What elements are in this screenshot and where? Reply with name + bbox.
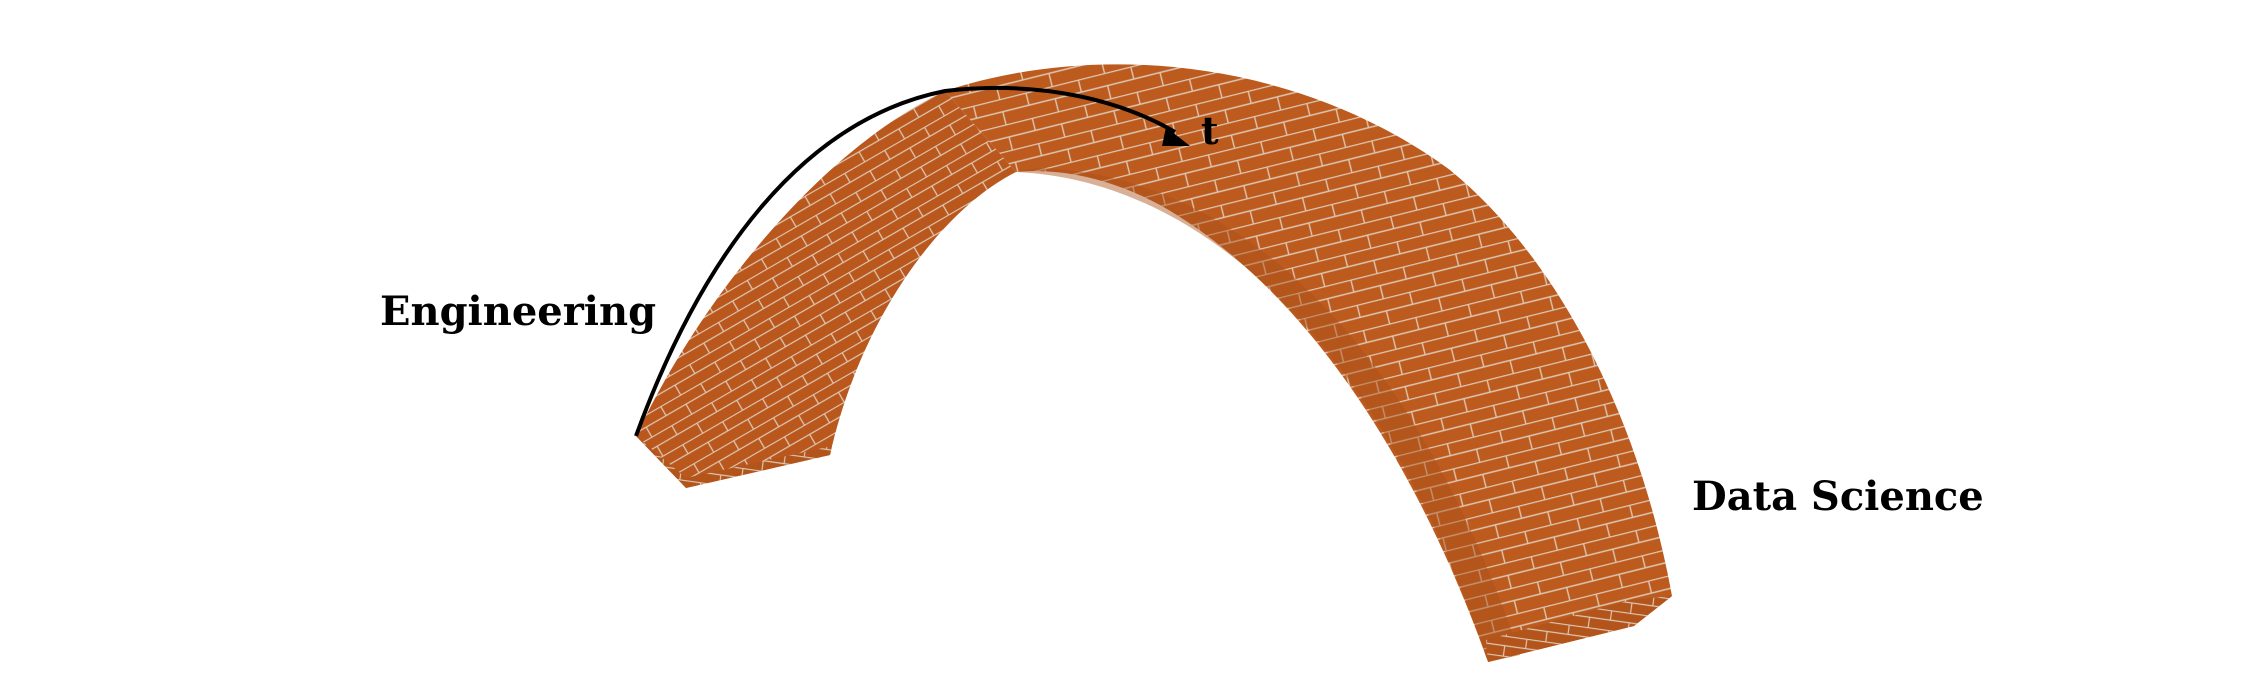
arch-right-foot — [1486, 596, 1672, 662]
arch-front-face — [945, 64, 1672, 662]
label-arrow-t: t — [1201, 108, 1219, 153]
t-arrowhead-icon — [1162, 127, 1190, 146]
label-data-science: Data Science — [1692, 473, 1984, 520]
label-engineering: Engineering — [380, 288, 657, 335]
arch-inner-right-band — [1016, 168, 1520, 662]
arch-outline-curve — [634, 85, 1177, 437]
arch-underside-left — [636, 91, 1016, 488]
arch-left-foot — [636, 436, 832, 488]
